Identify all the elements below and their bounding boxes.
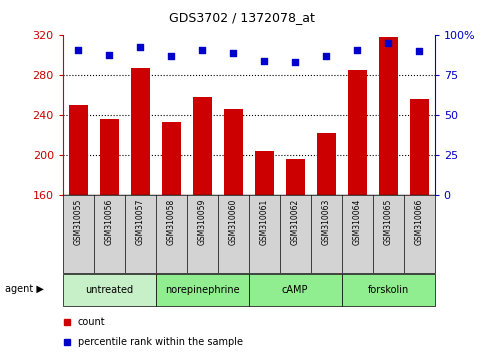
Bar: [63, 274, 156, 306]
Point: [415, 48, 423, 54]
Bar: [156, 274, 249, 306]
Text: untreated: untreated: [85, 285, 133, 295]
Text: GSM310060: GSM310060: [229, 199, 238, 245]
Bar: [379, 38, 398, 195]
Point: [229, 50, 237, 56]
Text: GSM310065: GSM310065: [384, 199, 393, 245]
Bar: [342, 274, 435, 306]
Text: cAMP: cAMP: [282, 285, 309, 295]
Point: [74, 47, 82, 52]
Bar: [410, 99, 428, 195]
Bar: [317, 133, 336, 195]
Bar: [193, 97, 212, 195]
Point: [260, 58, 268, 64]
Bar: [249, 274, 342, 306]
Point: [291, 59, 299, 65]
Point: [384, 41, 392, 46]
Bar: [348, 70, 367, 195]
Text: GSM310056: GSM310056: [105, 199, 114, 245]
Point: [105, 52, 113, 57]
Point: [136, 44, 144, 49]
Text: count: count: [78, 317, 105, 327]
Text: GSM310063: GSM310063: [322, 199, 331, 245]
Point: [199, 47, 206, 52]
Bar: [286, 159, 304, 195]
Text: percentile rank within the sample: percentile rank within the sample: [78, 337, 242, 348]
Point: [322, 53, 330, 59]
Text: forskolin: forskolin: [368, 285, 409, 295]
Bar: [255, 151, 273, 195]
Text: GSM310061: GSM310061: [260, 199, 269, 245]
Point: [354, 47, 361, 52]
Text: GSM310062: GSM310062: [291, 199, 300, 245]
Bar: [162, 122, 181, 195]
Text: agent ▶: agent ▶: [5, 284, 43, 293]
Bar: [100, 119, 118, 195]
Text: GSM310066: GSM310066: [415, 199, 424, 245]
Text: GSM310059: GSM310059: [198, 199, 207, 245]
Text: GDS3702 / 1372078_at: GDS3702 / 1372078_at: [169, 11, 314, 24]
Text: GSM310055: GSM310055: [74, 199, 83, 245]
Bar: [131, 68, 150, 195]
Point: [168, 53, 175, 59]
Bar: [69, 105, 87, 195]
Bar: [224, 109, 242, 195]
Text: GSM310058: GSM310058: [167, 199, 176, 245]
Text: norepinephrine: norepinephrine: [165, 285, 240, 295]
Text: GSM310064: GSM310064: [353, 199, 362, 245]
Text: GSM310057: GSM310057: [136, 199, 145, 245]
